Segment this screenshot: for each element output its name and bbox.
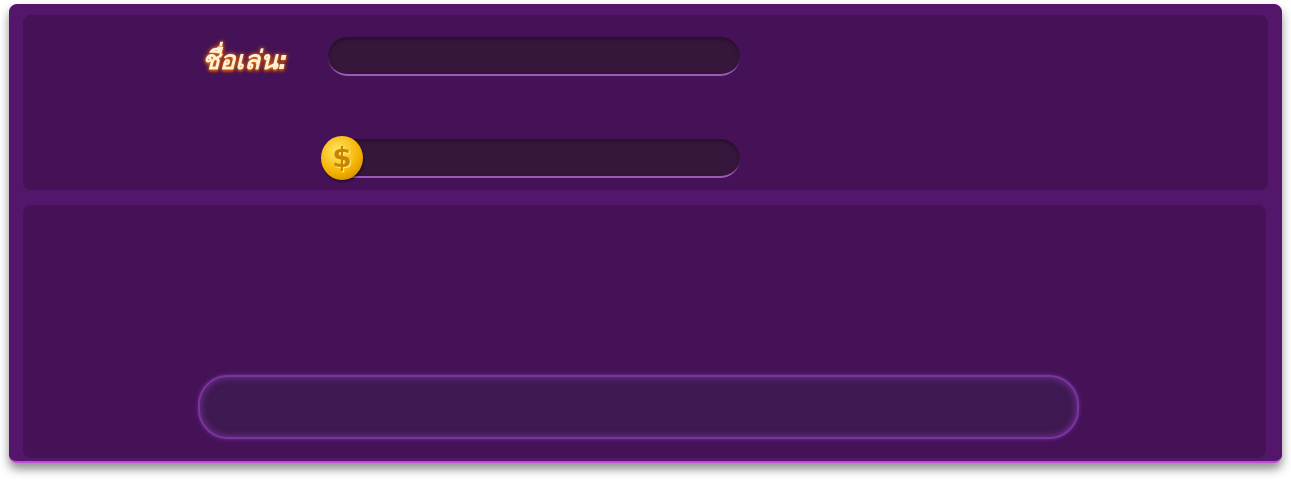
- action-button[interactable]: [198, 375, 1079, 439]
- dollar-coin-icon: $: [321, 136, 363, 180]
- coin-balance-field: [328, 139, 740, 178]
- nickname-field[interactable]: [328, 37, 740, 76]
- nickname-label: ชื่อเล่น:: [202, 46, 289, 76]
